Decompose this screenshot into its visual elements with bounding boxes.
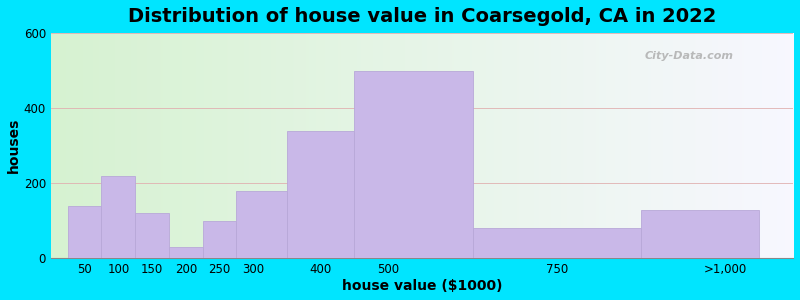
Bar	[135, 213, 169, 258]
Bar	[354, 70, 473, 258]
Bar	[202, 221, 236, 258]
Bar	[102, 176, 135, 258]
Bar	[642, 210, 759, 258]
Bar	[169, 247, 202, 258]
Y-axis label: houses: houses	[7, 118, 21, 173]
Text: City-Data.com: City-Data.com	[645, 51, 734, 61]
Bar	[236, 191, 287, 258]
Bar	[68, 206, 102, 258]
Title: Distribution of house value in Coarsegold, CA in 2022: Distribution of house value in Coarsegol…	[128, 7, 716, 26]
X-axis label: house value ($1000): house value ($1000)	[342, 279, 502, 293]
Bar	[473, 228, 642, 258]
Bar	[287, 131, 354, 258]
